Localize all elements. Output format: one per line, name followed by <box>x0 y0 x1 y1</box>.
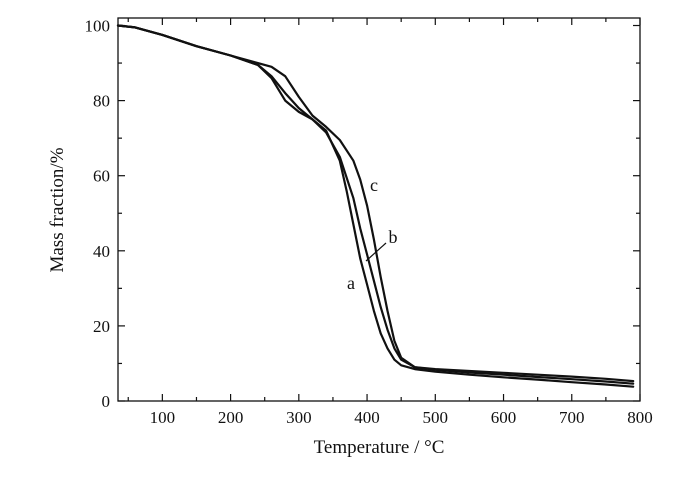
x-tick-label-600: 600 <box>491 408 517 427</box>
x-tick-label-500: 500 <box>423 408 449 427</box>
y-tick-label-100: 100 <box>85 17 111 36</box>
series-line-c <box>116 24 635 383</box>
plot-frame <box>117 17 641 402</box>
x-tick-label-800: 800 <box>627 408 653 427</box>
x-tick-label-400: 400 <box>354 408 380 427</box>
x-tick-label-200: 200 <box>218 408 244 427</box>
axis-ticks <box>118 18 641 402</box>
y-tick-label-20: 20 <box>93 317 110 336</box>
x-tick-label-700: 700 <box>559 408 585 427</box>
y-tick-label-80: 80 <box>93 92 110 111</box>
series-line-b <box>116 24 635 385</box>
curve-label-b: b <box>389 227 398 247</box>
y-tick-label-60: 60 <box>93 167 110 186</box>
x-axis-title: Temperature / °C <box>314 437 445 458</box>
x-tick-label-300: 300 <box>286 408 312 427</box>
series-group <box>116 24 635 388</box>
tick-labels: 100 200 300 400 500 600 700 800 0 20 40 60 80 100 <box>85 17 653 427</box>
y-tick-label-0: 0 <box>102 392 111 411</box>
curve-annotations: a b c <box>347 175 398 293</box>
y-axis-title: Mass fraction/% <box>47 147 68 272</box>
series-line-a <box>116 24 635 388</box>
curve-leader-b <box>365 242 387 262</box>
x-tick-label-100: 100 <box>150 408 176 427</box>
curve-label-a: a <box>347 273 355 293</box>
y-tick-label-40: 40 <box>93 242 110 261</box>
curve-label-c: c <box>370 175 378 195</box>
